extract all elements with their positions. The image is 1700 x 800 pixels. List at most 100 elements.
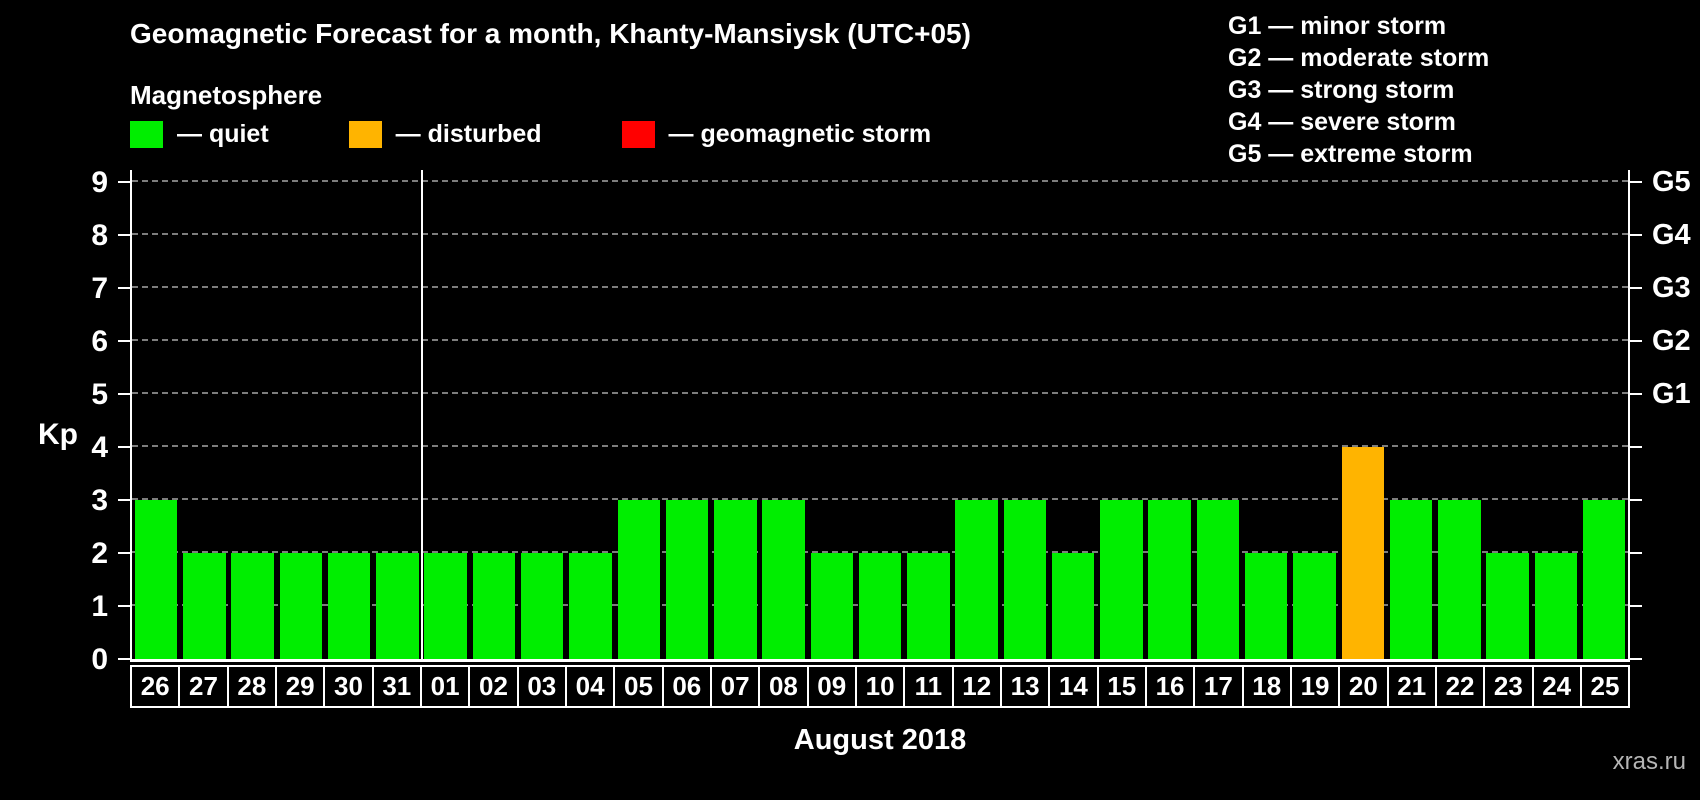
kp-bar-day-24 xyxy=(1534,553,1578,659)
kp-bar-day-02 xyxy=(472,553,516,659)
kp-bar-day-31 xyxy=(376,553,419,659)
day-label-21: 21 xyxy=(1388,665,1437,708)
day-label-08: 08 xyxy=(760,665,809,708)
disturbed-color-swatch xyxy=(348,121,382,148)
g-legend-g5: G5 — extreme storm xyxy=(1228,140,1473,168)
kp-bar-day-14 xyxy=(1051,553,1095,659)
kp-bar-day-29 xyxy=(279,553,323,659)
kp-bar-day-18 xyxy=(1245,553,1288,659)
gridline-kp-9 xyxy=(132,180,1628,182)
day-label-14: 14 xyxy=(1050,665,1099,708)
gridline-kp-2 xyxy=(132,551,1628,553)
gridline-kp-6 xyxy=(132,339,1628,341)
bar-slot-day-14 xyxy=(1049,170,1097,659)
g-tick-label-g5: G5 xyxy=(1652,166,1691,198)
day-label-02: 02 xyxy=(470,665,519,708)
day-label-28: 28 xyxy=(228,665,277,708)
bar-slot-day-25 xyxy=(1580,170,1628,659)
kp-bar-day-22 xyxy=(1438,500,1481,659)
kp-bar-day-09 xyxy=(810,553,854,659)
bar-slot-day-31 xyxy=(373,170,421,659)
left-axis-tick xyxy=(118,446,130,448)
day-label-31: 31 xyxy=(373,665,422,708)
legend-label-storm: — geomagnetic storm xyxy=(668,120,932,148)
chart-title: Geomagnetic Forecast for a month, Khanty… xyxy=(130,18,971,49)
left-axis-tick xyxy=(118,234,130,236)
watermark: xras.ru xyxy=(1612,748,1686,775)
day-label-13: 13 xyxy=(1001,665,1051,708)
g-tick-label-g1: G1 xyxy=(1652,378,1691,410)
kp-bar-day-01 xyxy=(424,553,467,659)
right-axis-tick xyxy=(1630,181,1642,183)
y-tick-label: 3 xyxy=(91,484,108,517)
day-label-03: 03 xyxy=(518,665,567,708)
bar-slot-day-12 xyxy=(953,170,1001,659)
bar-slot-day-29 xyxy=(277,170,325,659)
bar-slot-day-06 xyxy=(663,170,711,659)
day-label-01: 01 xyxy=(421,665,471,708)
y-tick-label: 5 xyxy=(91,378,108,411)
gridline-kp-5 xyxy=(132,392,1628,394)
day-label-04: 04 xyxy=(566,665,616,708)
kp-bar-day-07 xyxy=(714,500,757,659)
y-tick-label: 2 xyxy=(91,537,108,570)
day-label-25: 25 xyxy=(1581,665,1631,708)
bar-slot-day-13 xyxy=(1001,170,1049,659)
bar-slot-day-08 xyxy=(759,170,807,659)
right-axis-tick xyxy=(1630,499,1642,501)
kp-bar-day-30 xyxy=(327,553,371,659)
right-axis-tick xyxy=(1630,446,1642,448)
bar-slot-day-04 xyxy=(566,170,614,659)
day-label-05: 05 xyxy=(615,665,664,708)
bar-slot-day-30 xyxy=(325,170,373,659)
day-label-15: 15 xyxy=(1098,665,1147,708)
g-legend-g2: G2 — moderate storm xyxy=(1228,44,1490,72)
right-axis-tick xyxy=(1630,340,1642,342)
kp-bar-day-03 xyxy=(521,553,564,659)
day-label-18: 18 xyxy=(1243,665,1292,708)
status-legend: — quiet — disturbed — geomagnetic storm xyxy=(130,120,931,149)
left-axis-tick xyxy=(118,499,130,501)
kp-bar-day-16 xyxy=(1148,500,1191,659)
bar-slot-day-07 xyxy=(711,170,759,659)
g-legend-g4: G4 — severe storm xyxy=(1228,108,1456,136)
gridline-kp-3 xyxy=(132,498,1628,500)
day-label-20: 20 xyxy=(1340,665,1389,708)
kp-bar-day-05 xyxy=(617,500,661,659)
kp-bar-day-12 xyxy=(955,500,998,659)
y-tick-label: 4 xyxy=(91,431,108,464)
left-axis-tick xyxy=(118,393,130,395)
day-label-27: 27 xyxy=(180,665,229,708)
day-label-29: 29 xyxy=(276,665,326,708)
kp-bar-day-17 xyxy=(1196,500,1240,659)
kp-bar-day-26 xyxy=(134,500,178,659)
right-axis-tick xyxy=(1630,605,1642,607)
g-scale-legend: G1 — minor storm G2 — moderate storm G3 … xyxy=(1228,10,1489,170)
kp-bar-day-04 xyxy=(569,553,612,659)
left-axis-tick xyxy=(118,605,130,607)
day-label-11: 11 xyxy=(905,665,954,708)
day-label-23: 23 xyxy=(1485,665,1534,708)
g-tick-label-g3: G3 xyxy=(1652,272,1691,304)
day-label-12: 12 xyxy=(953,665,1002,708)
bar-slot-day-16 xyxy=(1146,170,1194,659)
bar-slot-day-20 xyxy=(1339,170,1387,659)
bar-slot-day-11 xyxy=(904,170,952,659)
y-tick-label: 0 xyxy=(91,643,108,676)
bar-slot-day-10 xyxy=(856,170,904,659)
kp-bar-day-10 xyxy=(858,553,902,659)
day-label-07: 07 xyxy=(711,665,761,708)
bar-slot-day-28 xyxy=(229,170,277,659)
kp-bar-day-08 xyxy=(762,500,805,659)
y-tick-label: 8 xyxy=(91,219,108,252)
bar-slot-day-27 xyxy=(180,170,228,659)
bar-slot-day-21 xyxy=(1387,170,1435,659)
kp-bar-day-20 xyxy=(1341,447,1384,659)
day-label-17: 17 xyxy=(1195,665,1244,708)
bar-slot-day-01 xyxy=(422,170,470,659)
left-axis-tick xyxy=(118,340,130,342)
kp-bar-day-27 xyxy=(183,553,226,659)
y-tick-label: 1 xyxy=(91,590,108,623)
bar-slot-day-17 xyxy=(1194,170,1242,659)
day-label-09: 09 xyxy=(808,665,857,708)
